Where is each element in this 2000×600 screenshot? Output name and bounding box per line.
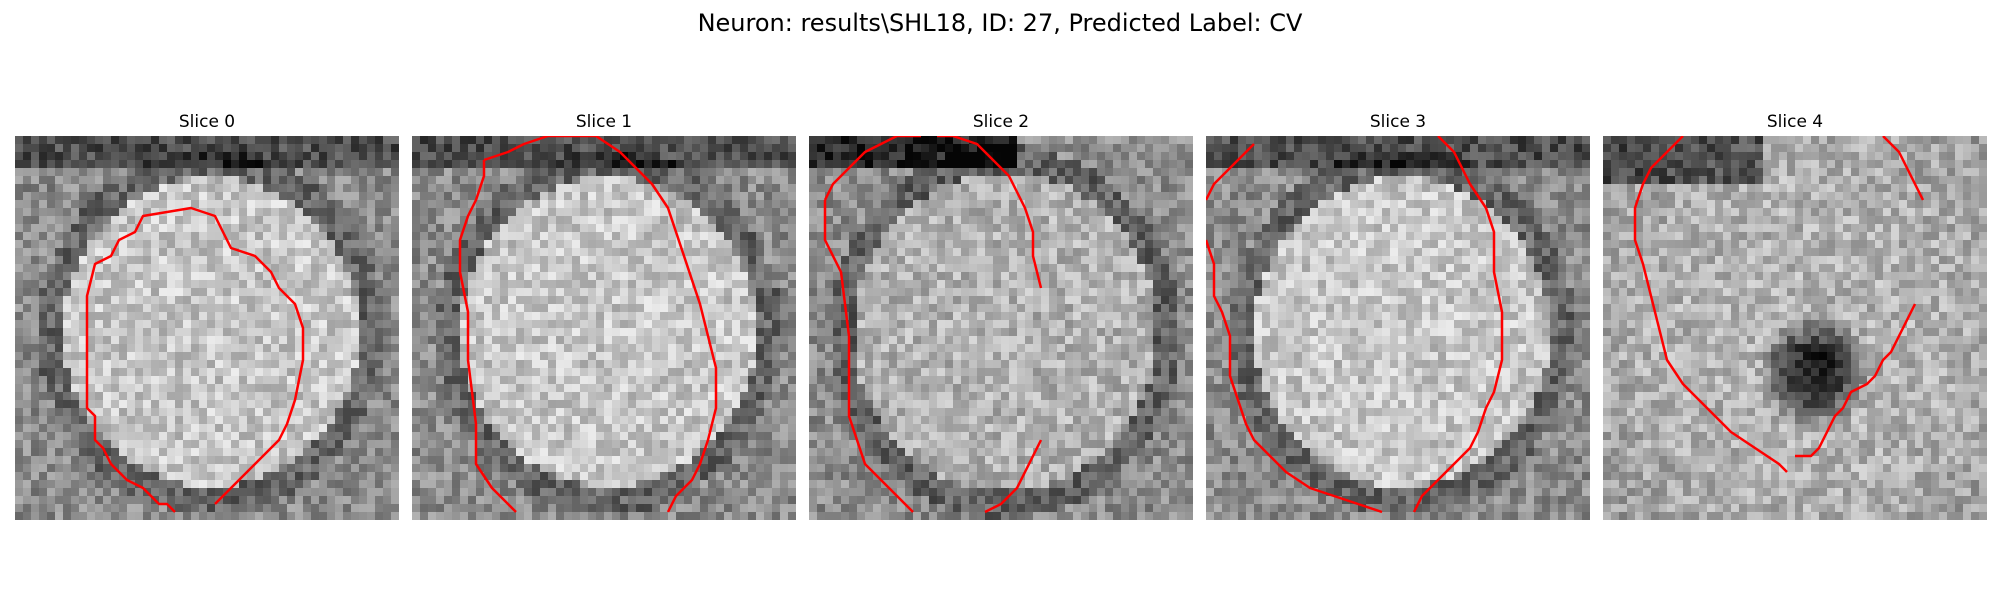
slice-panel-2: Slice 2 (809, 110, 1193, 520)
slice-title: Slice 4 (1766, 112, 1824, 132)
contour-line-0 (1206, 143, 1255, 201)
slice-image-2 (809, 136, 1193, 520)
slice-panel-1: Slice 1 (412, 110, 796, 520)
slice-panel-0: Slice 0 (15, 110, 399, 520)
slice-title: Slice 1 (575, 112, 633, 132)
figure-title: Neuron: results\SHL18, ID: 27, Predicted… (697, 9, 1303, 37)
contour-line-1 (85, 376, 176, 513)
contour-line-1 (937, 136, 1043, 289)
contour-line-0 (458, 160, 517, 513)
slice-image-4 (1603, 136, 1987, 520)
contour-line-2 (1882, 136, 1925, 201)
slice-image-0 (15, 136, 399, 520)
contour-line-0 (823, 136, 921, 201)
slice-panel-4: Slice 4 (1603, 110, 1987, 520)
contour-line-1 (1206, 239, 1383, 514)
slice-title: Slice 0 (178, 112, 236, 132)
contour-line-0 (85, 206, 305, 505)
slice-image-1 (412, 136, 796, 520)
slice-title: Slice 2 (972, 112, 1030, 132)
contour-line-2 (1412, 136, 1504, 513)
contour-line-2 (823, 200, 914, 513)
contour-line-1 (483, 136, 718, 513)
slice-image-3 (1206, 136, 1590, 520)
slice-title: Slice 3 (1369, 112, 1427, 132)
contour-line-3 (984, 439, 1043, 514)
contour-line-1 (1795, 303, 1917, 458)
slice-panel-3: Slice 3 (1206, 110, 1590, 520)
contour-line-0 (1633, 136, 1788, 473)
